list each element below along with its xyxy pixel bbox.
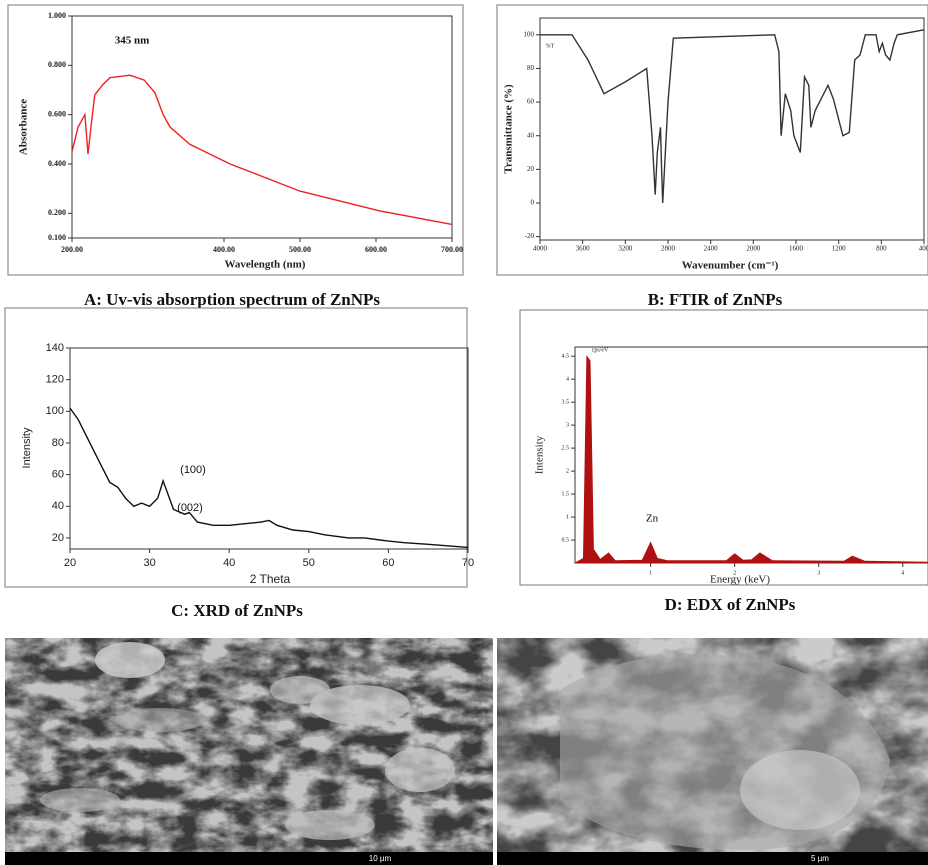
- x-tick-label: 50: [303, 557, 315, 569]
- sem-image-right: [497, 638, 928, 865]
- x-tick-label: 3200: [618, 245, 633, 253]
- x-tick-label: 40: [223, 557, 235, 569]
- x-tick-label: 1: [649, 570, 652, 576]
- annotation: 345 nm: [115, 35, 150, 47]
- y-tick-label: 3: [566, 423, 569, 429]
- x-tick-label: 30: [143, 557, 155, 569]
- data-line: [540, 29, 925, 204]
- x-tick-label: 20: [64, 557, 76, 569]
- x-tick-label: 600.00: [365, 245, 387, 254]
- x-tick-label: 3600: [576, 245, 591, 253]
- y-tick-label: 20: [52, 532, 64, 544]
- y-axis-label: Intensity: [21, 427, 33, 468]
- y-tick-label: 4.5: [562, 354, 570, 360]
- chart-panel: 20 30 40 50 60 70 20 40 60 80 100 120 140 2 Theta Inte…: [4, 307, 474, 588]
- y-tick-label: 1.000: [48, 11, 66, 20]
- x-tick-label: 2800: [661, 245, 676, 253]
- data-line: [69, 407, 469, 549]
- panel-frame: [496, 4, 928, 276]
- x-tick-label: 400.00: [213, 245, 235, 254]
- scale-bar-label: 5 µm: [811, 854, 829, 863]
- y-axis-label: Transmittance (%): [503, 84, 515, 174]
- plot-area: [574, 346, 928, 564]
- sem-image-left: [5, 638, 493, 865]
- y-tick-label: 0.400: [48, 159, 66, 168]
- x-tick-label: 4: [901, 570, 904, 576]
- y-tick-label: 120: [46, 374, 64, 386]
- y-tick-label: 0.200: [48, 208, 66, 217]
- data-area: [574, 354, 928, 564]
- x-tick-label: 1600: [789, 245, 804, 253]
- y-tick-label: 0.800: [48, 60, 66, 69]
- x-tick-label: 2400: [704, 245, 719, 253]
- y-tick-label: 2: [566, 468, 569, 474]
- y-tick-label: 20: [527, 165, 535, 173]
- panel-frame: [7, 4, 464, 276]
- y-tick-label: 4: [566, 377, 569, 383]
- panel-frame: [519, 309, 928, 586]
- y-tick-label: 80: [527, 64, 535, 72]
- x-tick-label: 800: [876, 245, 887, 253]
- x-tick-label: 200.00: [61, 245, 83, 254]
- caption: B: FTIR of ZnNPs: [648, 290, 783, 309]
- y-tick-label: 2.5: [562, 445, 570, 451]
- y-unit: %T: [546, 43, 555, 49]
- x-tick-label: 2000: [746, 245, 761, 253]
- y-tick-label: 80: [52, 437, 64, 449]
- y-tick-label: 1.5: [562, 491, 570, 497]
- annotation: Zn: [646, 513, 659, 525]
- x-tick-label: 1200: [832, 245, 847, 253]
- annotation: (002): [177, 502, 203, 514]
- plot-area: [69, 347, 469, 550]
- x-tick-label: 70: [462, 557, 474, 569]
- caption: D: EDX of ZnNPs: [665, 595, 796, 614]
- plot-area: [71, 15, 453, 239]
- y-tick-label: 40: [52, 500, 64, 512]
- x-axis-label: Wavenumber (cm⁻¹): [682, 260, 779, 272]
- y-tick-label: 60: [52, 469, 64, 481]
- x-tick-label: 3: [817, 570, 820, 576]
- data-line: [71, 74, 453, 226]
- y-axis-label: Absorbance: [18, 99, 30, 155]
- chart-panel: 4000 3600 3200 2800 2400 2000 1600 1200 800 400-2…: [496, 4, 928, 276]
- x-tick-label: 700.00: [441, 245, 463, 254]
- x-tick-label: 60: [382, 557, 394, 569]
- x-tick-label: 400: [919, 245, 928, 253]
- plot-area: [539, 17, 925, 241]
- y-tick-label: 1: [566, 514, 569, 520]
- y-tick-label: 100: [524, 30, 535, 38]
- chart-panel: 200.00 400.00 500.00 600.00 700.00 0.100 0.200…: [7, 4, 464, 276]
- y-tick-label: 3.5: [562, 400, 570, 406]
- y-tick-label: 0.5: [562, 537, 570, 543]
- caption: A: Uv-vis absorption spectrum of ZnNPs: [84, 290, 380, 309]
- x-tick-label: 500.00: [289, 245, 311, 254]
- chart-panel: 1 2 3 4 0.5 1 1.5 2 2.5 3 3.5 4 4.5 Energy (keV) Inten…: [519, 309, 928, 586]
- y-unit: cps/eV: [592, 347, 609, 353]
- y-tick-label: 0.600: [48, 109, 66, 118]
- x-tick-label: 2: [733, 570, 736, 576]
- x-axis-label: Energy (keV): [710, 574, 770, 586]
- y-tick-label: -20: [525, 232, 535, 240]
- y-tick-label: 40: [527, 131, 535, 139]
- y-tick-label: 0: [531, 199, 535, 207]
- scale-bar-label: 10 µm: [369, 854, 392, 863]
- caption: C: XRD of ZnNPs: [171, 601, 303, 620]
- y-tick-label: 100: [46, 405, 64, 417]
- annotation: (100): [180, 464, 206, 476]
- y-tick-label: 60: [527, 98, 535, 106]
- x-axis-label: 2 Theta: [250, 572, 291, 586]
- panel-frame: [4, 307, 468, 588]
- x-axis-label: Wavelength (nm): [225, 259, 306, 271]
- x-tick-label: 4000: [533, 245, 548, 253]
- y-tick-label: 140: [46, 342, 64, 354]
- y-tick-label: 0.100: [48, 233, 66, 242]
- y-axis-label: Intensity: [534, 435, 546, 474]
